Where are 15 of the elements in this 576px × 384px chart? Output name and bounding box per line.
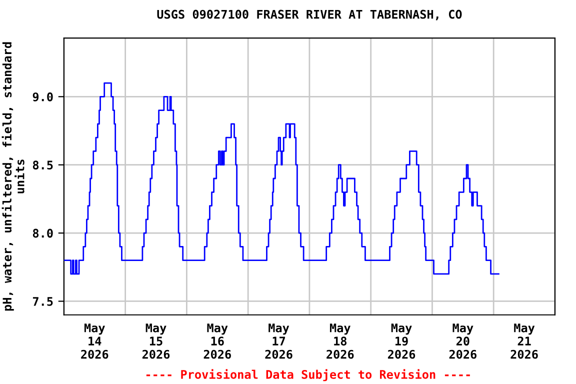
text: ---- Provisional Data Subject to Revision ---- — [146, 369, 470, 382]
x-tick-label: May 21 2026 — [510, 324, 538, 359]
y-axis-title: pH, water, unfiltered, field, standard units — [2, 42, 24, 311]
y-tick-label: 9.0 — [32, 92, 53, 102]
y-tick-label: 8.5 — [32, 160, 53, 170]
x-tick-label: May 15 2026 — [142, 324, 170, 359]
y-tick-label: 7.5 — [32, 297, 53, 306]
chart-title: USGS 09027100 FRASER RIVER AT TABERNASH, CO — [157, 10, 462, 20]
y-tick-label: 8.0 — [32, 228, 53, 238]
x-tick-label: May 17 2026 — [265, 324, 292, 359]
x-tick-label: May 18 2026 — [326, 324, 354, 359]
x-tick-label: May 14 2026 — [81, 324, 108, 359]
x-tick-label: May 19 2026 — [388, 324, 416, 359]
x-tick-label: May 20 2026 — [449, 324, 476, 359]
x-tick-label: May 16 2026 — [204, 324, 231, 359]
